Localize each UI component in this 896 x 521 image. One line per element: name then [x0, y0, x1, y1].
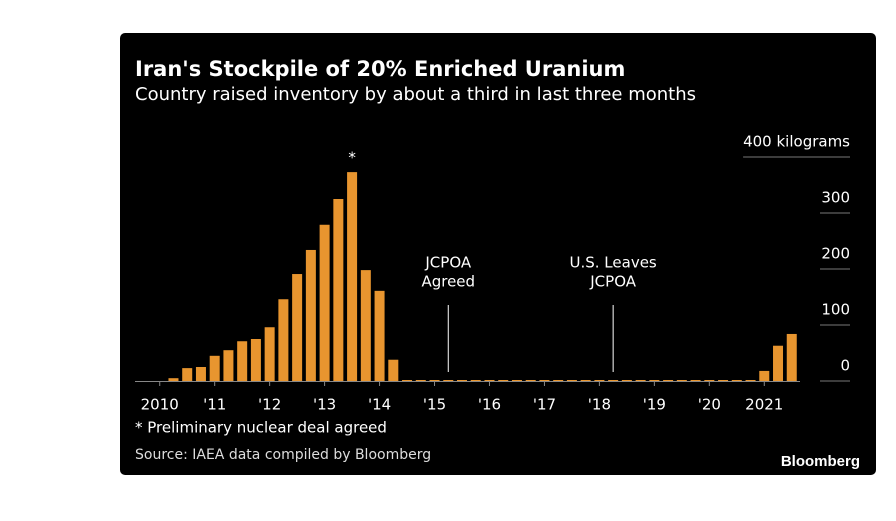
annotation-text: JCPOA — [589, 273, 636, 291]
x-tick-label: '14 — [368, 396, 391, 414]
bar — [388, 359, 399, 381]
bar — [759, 370, 770, 381]
bar — [511, 380, 522, 381]
bar — [663, 380, 674, 381]
bar — [347, 172, 358, 381]
chart-subtitle: Country raised inventory by about a thir… — [135, 84, 696, 105]
bar — [333, 199, 344, 381]
x-tick-label: '18 — [588, 396, 611, 414]
x-tick-label: '15 — [423, 396, 446, 414]
bar — [168, 378, 179, 381]
bar — [402, 380, 413, 381]
x-tick-label: '11 — [203, 396, 226, 414]
bar — [415, 380, 426, 381]
bar — [731, 380, 742, 381]
bar — [773, 345, 784, 381]
annotation-text: U.S. Leaves — [570, 254, 657, 272]
bar — [484, 380, 495, 381]
bar — [621, 380, 632, 381]
bar — [553, 380, 564, 381]
bar — [182, 368, 193, 381]
bar — [360, 270, 371, 381]
x-tick-label: '20 — [698, 396, 721, 414]
bar — [498, 380, 509, 381]
x-tick-label: 2010 — [141, 396, 179, 414]
bar — [374, 290, 385, 381]
footnote: * Preliminary nuclear deal agreed — [135, 419, 387, 437]
bar — [470, 380, 481, 381]
bar — [690, 380, 701, 381]
bar — [264, 327, 275, 381]
bar — [608, 380, 619, 381]
x-tick-label: '16 — [478, 396, 501, 414]
bar — [443, 380, 454, 381]
x-tick-label: '12 — [258, 396, 281, 414]
chart-title: Iran's Stockpile of 20% Enriched Uranium — [135, 57, 625, 81]
bar — [635, 380, 646, 381]
bar — [457, 380, 468, 381]
y-tick-label: 0 — [840, 357, 850, 375]
y-tick-label: 300 — [821, 189, 850, 207]
bar — [305, 249, 316, 381]
bar — [237, 341, 248, 381]
bar — [278, 299, 289, 381]
x-tick-label: 2021 — [745, 396, 783, 414]
bar — [594, 380, 605, 381]
bar — [580, 380, 591, 381]
bar — [195, 367, 206, 381]
bar — [429, 380, 440, 381]
source: Source: IAEA data compiled by Bloomberg — [135, 447, 431, 463]
y-tick-label: 200 — [821, 245, 850, 263]
bar — [250, 339, 261, 381]
bar — [745, 380, 756, 381]
bar — [223, 350, 234, 381]
bar — [704, 380, 715, 381]
x-tick-label: '13 — [313, 396, 336, 414]
x-tick-label: '17 — [533, 396, 556, 414]
bar — [718, 380, 729, 381]
annotation-text: Agreed — [421, 273, 475, 291]
peak-marker: * — [348, 149, 356, 167]
bar — [539, 380, 550, 381]
bar — [649, 380, 660, 381]
bar — [209, 355, 220, 381]
brand: Bloomberg — [781, 453, 860, 470]
y-tick-label: 100 — [821, 301, 850, 319]
annotation-text: JCPOA — [424, 254, 471, 272]
x-tick-label: '19 — [643, 396, 666, 414]
bar — [292, 274, 303, 381]
bar — [319, 224, 330, 381]
bar — [525, 380, 536, 381]
bar — [566, 380, 577, 381]
y-tick-label: 400 kilograms — [743, 133, 850, 151]
bar — [786, 333, 797, 381]
bar — [676, 380, 687, 381]
